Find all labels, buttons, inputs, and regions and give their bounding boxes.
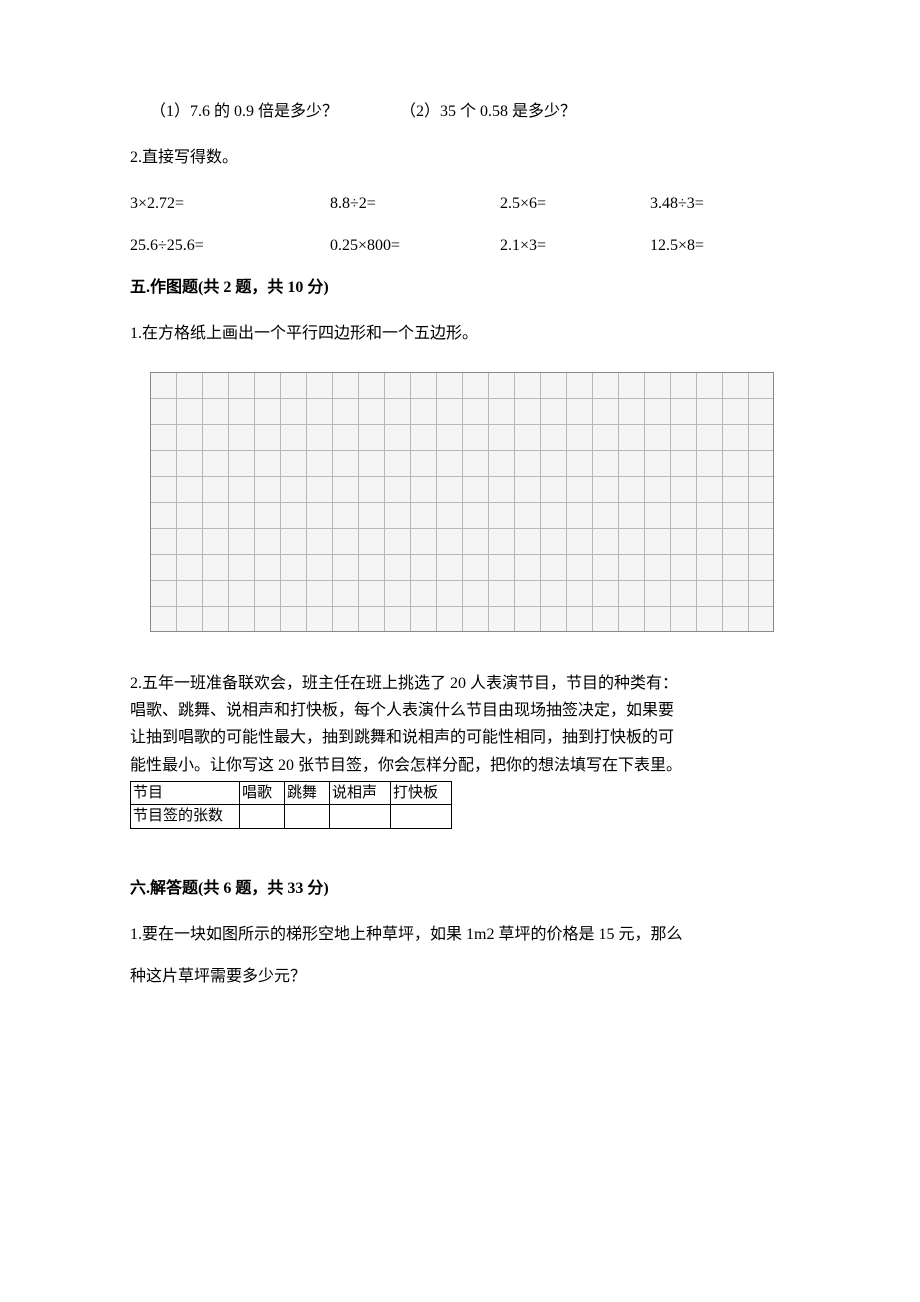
calc-cell: 12.5×8= bbox=[650, 234, 780, 258]
table-cell bbox=[391, 805, 452, 829]
q2-row1: 3×2.72= 8.8÷2= 2.5×6= 3.48÷3= bbox=[130, 192, 790, 216]
table-row-label: 节目签的张数 bbox=[131, 805, 240, 829]
calc-cell: 2.5×6= bbox=[500, 192, 650, 216]
calc-cell: 3.48÷3= bbox=[650, 192, 780, 216]
task2-line: 唱歌、跳舞、说相声和打快板，每个人表演什么节目由现场抽签决定，如果要 bbox=[130, 697, 790, 724]
calc-cell: 0.25×800= bbox=[330, 234, 500, 258]
section6-header: 六.解答题(共 6 题，共 33 分) bbox=[130, 877, 790, 901]
calc-cell: 25.6÷25.6= bbox=[130, 234, 330, 258]
section6-task1-line1: 1.要在一块如图所示的梯形空地上种草坪，如果 1m2 草坪的价格是 15 元，那… bbox=[130, 923, 790, 947]
table-cell bbox=[330, 805, 391, 829]
task2-line: 能性最小。让你写这 20 张节目签，你会怎样分配，把你的想法填写在下表里。 bbox=[130, 752, 790, 779]
table-row: 节目 唱歌 跳舞 说相声 打快板 bbox=[131, 781, 452, 805]
table-cell bbox=[240, 805, 285, 829]
grid-svg bbox=[150, 372, 774, 632]
calc-cell: 3×2.72= bbox=[130, 192, 330, 216]
table-row: 节目签的张数 bbox=[131, 805, 452, 829]
section5-task2: 2.五年一班准备联欢会，班主任在班上挑选了 20 人表演节目，节目的种类有： 唱… bbox=[130, 670, 790, 779]
calc-cell: 2.1×3= bbox=[500, 234, 650, 258]
table-header: 节目 bbox=[131, 781, 240, 805]
q1-subparts: （1）7.6 的 0.9 倍是多少？ （2）35 个 0.58 是多少？ bbox=[130, 100, 790, 124]
q2-row2: 25.6÷25.6= 0.25×800= 2.1×3= 12.5×8= bbox=[130, 234, 790, 258]
table-header: 唱歌 bbox=[240, 781, 285, 805]
table-header: 说相声 bbox=[330, 781, 391, 805]
calc-cell: 8.8÷2= bbox=[330, 192, 500, 216]
drawing-grid bbox=[150, 372, 790, 640]
task2-line: 2.五年一班准备联欢会，班主任在班上挑选了 20 人表演节目，节目的种类有： bbox=[130, 670, 790, 697]
task2-line: 让抽到唱歌的可能性最大，抽到跳舞和说相声的可能性相同，抽到打快板的可 bbox=[130, 724, 790, 751]
q1-sub1: （1）7.6 的 0.9 倍是多少？ bbox=[150, 103, 338, 120]
section6-task1-line2: 种这片草坪需要多少元？ bbox=[130, 965, 790, 989]
section5-task1: 1.在方格纸上画出一个平行四边形和一个五边形。 bbox=[130, 322, 790, 346]
q1-sub2: （2）35 个 0.58 是多少？ bbox=[400, 103, 576, 120]
table-header: 跳舞 bbox=[285, 781, 330, 805]
q2-title: 2.直接写得数。 bbox=[130, 146, 790, 170]
program-table: 节目 唱歌 跳舞 说相声 打快板 节目签的张数 bbox=[130, 781, 452, 829]
table-header: 打快板 bbox=[391, 781, 452, 805]
table-cell bbox=[285, 805, 330, 829]
section5-header: 五.作图题(共 2 题，共 10 分) bbox=[130, 276, 790, 300]
